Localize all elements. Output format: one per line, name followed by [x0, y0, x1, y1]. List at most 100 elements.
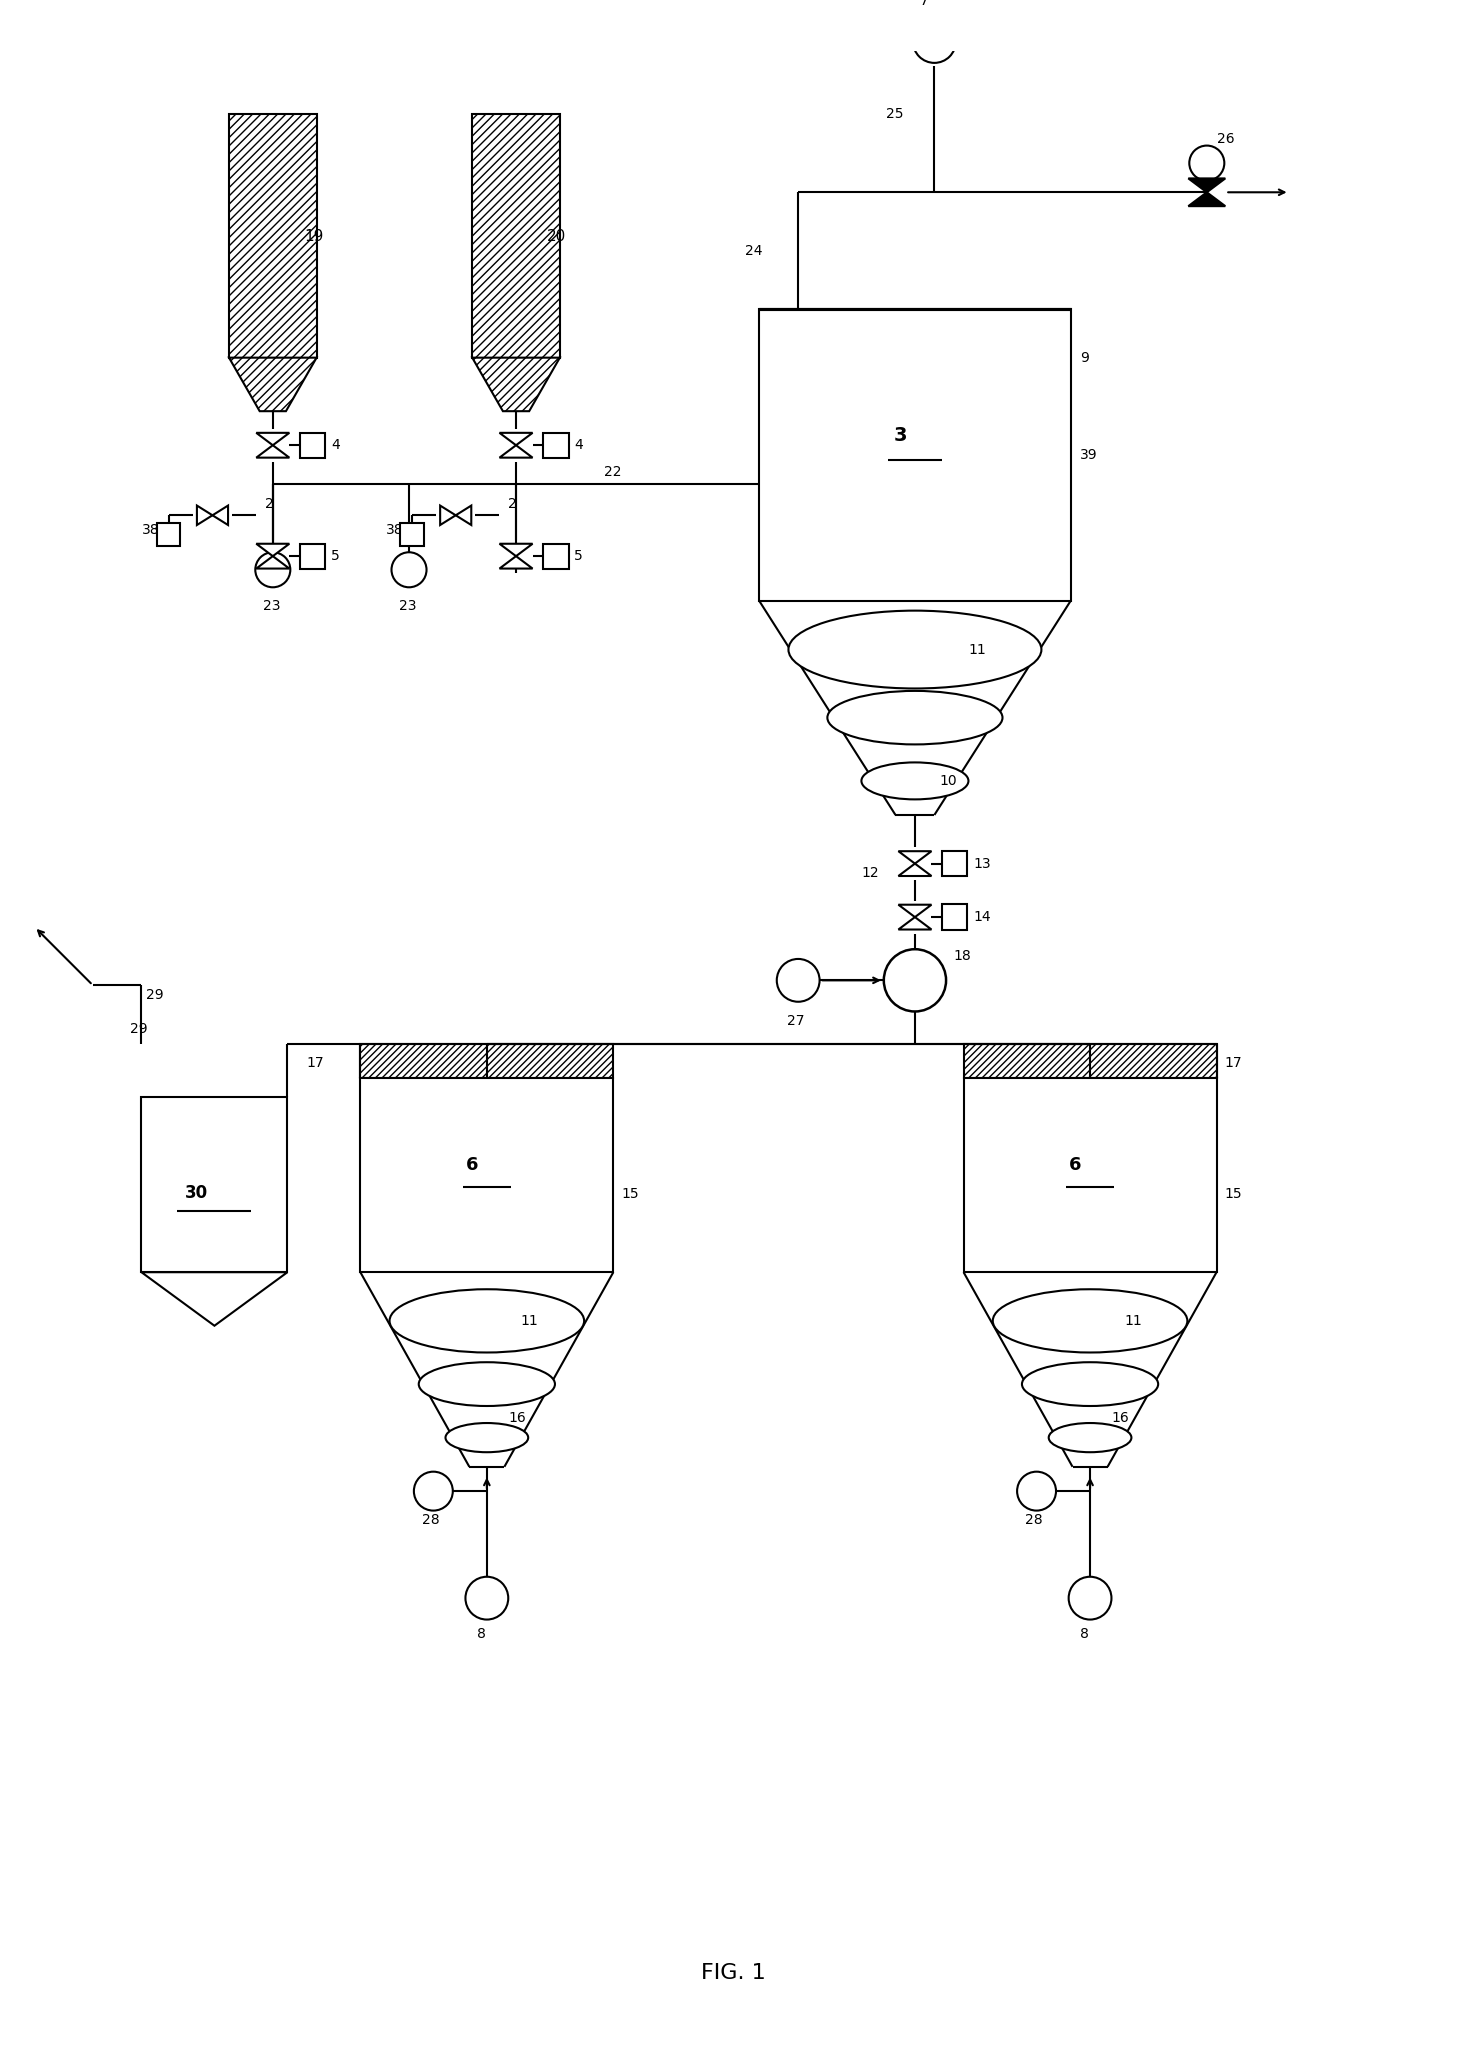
Circle shape: [1189, 145, 1224, 180]
Text: 25: 25: [885, 108, 903, 121]
Bar: [229, 115, 317, 358]
Bar: [963, 1078, 1217, 1272]
Circle shape: [391, 552, 427, 587]
Polygon shape: [196, 505, 213, 526]
Polygon shape: [440, 505, 456, 526]
Bar: [157, 524, 180, 546]
Circle shape: [1017, 1472, 1056, 1511]
Ellipse shape: [446, 1423, 528, 1452]
Polygon shape: [899, 851, 931, 863]
Text: 3: 3: [894, 425, 907, 446]
Text: 23: 23: [262, 599, 280, 614]
Bar: [361, 1078, 613, 1272]
Polygon shape: [500, 446, 532, 458]
Bar: [472, 115, 560, 358]
Polygon shape: [257, 544, 289, 556]
Text: 17: 17: [306, 1055, 324, 1070]
Bar: [361, 1043, 613, 1078]
Text: 14: 14: [973, 910, 991, 924]
Text: 5: 5: [331, 550, 340, 562]
Text: 9: 9: [1080, 350, 1089, 364]
Text: FIG. 1: FIG. 1: [701, 1963, 765, 1984]
Circle shape: [465, 1577, 509, 1620]
Text: 4: 4: [575, 438, 583, 452]
Text: 15: 15: [1224, 1188, 1242, 1200]
Ellipse shape: [390, 1288, 583, 1352]
Polygon shape: [500, 434, 532, 446]
Circle shape: [1069, 1577, 1111, 1620]
Text: 20: 20: [547, 229, 566, 243]
Polygon shape: [1189, 192, 1226, 207]
Circle shape: [777, 959, 819, 1002]
Text: 11: 11: [1124, 1313, 1142, 1327]
Circle shape: [255, 552, 290, 587]
Bar: [141, 1096, 287, 1272]
Circle shape: [884, 949, 946, 1012]
Polygon shape: [472, 358, 560, 411]
Bar: [301, 544, 325, 569]
Circle shape: [413, 1472, 453, 1511]
Bar: [301, 434, 325, 458]
Ellipse shape: [789, 611, 1041, 689]
Bar: [544, 434, 569, 458]
Bar: [544, 544, 569, 569]
Text: 7: 7: [919, 0, 928, 8]
Text: 15: 15: [622, 1188, 639, 1200]
Text: 4: 4: [331, 438, 340, 452]
Bar: [400, 524, 424, 546]
Text: 18: 18: [954, 949, 972, 963]
Ellipse shape: [992, 1288, 1187, 1352]
Bar: [963, 1043, 1217, 1078]
Polygon shape: [141, 1272, 287, 1325]
Polygon shape: [257, 446, 289, 458]
Polygon shape: [500, 544, 532, 556]
Text: 30: 30: [185, 1184, 208, 1202]
Ellipse shape: [1048, 1423, 1132, 1452]
Text: 27: 27: [787, 1014, 803, 1029]
Text: 8: 8: [1080, 1628, 1089, 1642]
Text: 13: 13: [973, 857, 991, 871]
Ellipse shape: [1022, 1362, 1158, 1407]
Text: 17: 17: [1224, 1055, 1242, 1070]
Bar: [943, 851, 968, 875]
Text: 38: 38: [386, 524, 403, 538]
Polygon shape: [257, 556, 289, 569]
Text: 16: 16: [1111, 1411, 1129, 1425]
Text: 6: 6: [465, 1155, 478, 1174]
Text: 10: 10: [940, 773, 957, 787]
Polygon shape: [229, 358, 317, 411]
Text: 28: 28: [1025, 1513, 1042, 1528]
Text: 29: 29: [130, 1022, 148, 1037]
Polygon shape: [899, 863, 931, 875]
Text: 8: 8: [476, 1628, 487, 1642]
Ellipse shape: [419, 1362, 556, 1407]
Text: 26: 26: [1217, 131, 1234, 145]
Text: 38: 38: [142, 524, 160, 538]
Polygon shape: [899, 904, 931, 916]
Ellipse shape: [862, 763, 969, 800]
Circle shape: [913, 20, 956, 63]
Bar: [943, 904, 968, 930]
Polygon shape: [213, 505, 229, 526]
Text: 2: 2: [509, 497, 517, 511]
Text: 2: 2: [265, 497, 274, 511]
Polygon shape: [1189, 178, 1226, 192]
Ellipse shape: [827, 691, 1003, 744]
Text: 6: 6: [1069, 1155, 1080, 1174]
Text: 12: 12: [862, 867, 880, 879]
Text: 5: 5: [575, 550, 583, 562]
Text: 22: 22: [604, 466, 622, 479]
Text: 23: 23: [399, 599, 416, 614]
Text: 11: 11: [969, 642, 987, 656]
Text: 39: 39: [1080, 448, 1098, 462]
Polygon shape: [500, 556, 532, 569]
Polygon shape: [456, 505, 471, 526]
Text: 24: 24: [745, 243, 762, 258]
Polygon shape: [899, 916, 931, 930]
Bar: [759, 309, 1070, 601]
Text: 11: 11: [520, 1313, 538, 1327]
Text: 19: 19: [303, 229, 324, 243]
Text: 29: 29: [147, 988, 164, 1002]
Text: 28: 28: [422, 1513, 440, 1528]
Polygon shape: [257, 434, 289, 446]
